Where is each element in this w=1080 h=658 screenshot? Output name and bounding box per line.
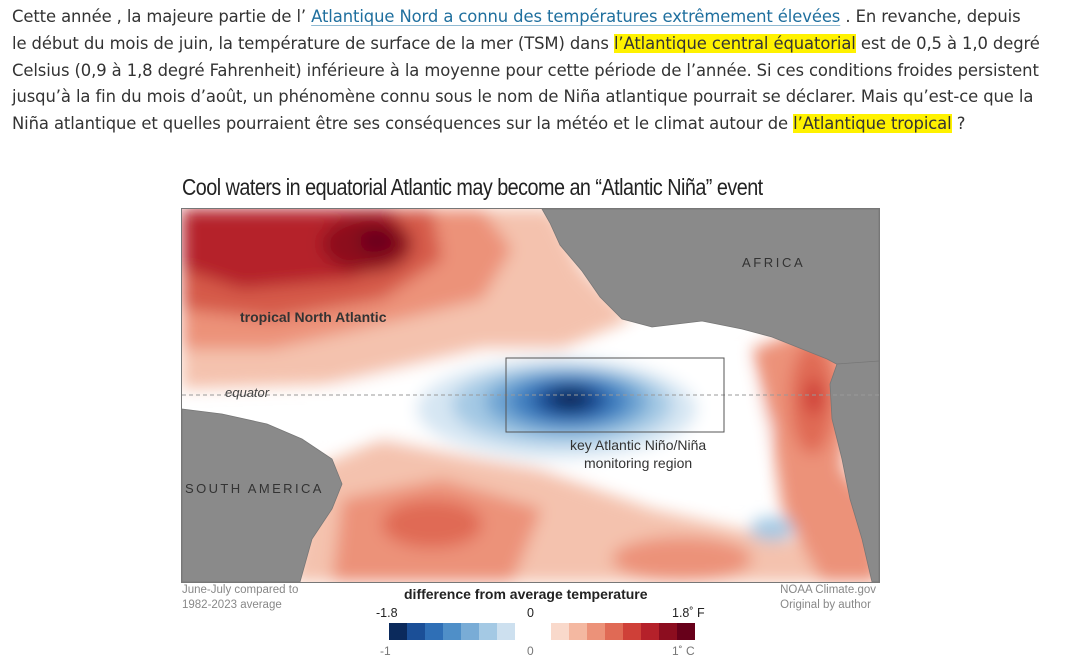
south-america-landmass <box>182 408 343 582</box>
label-monitoring-line-1: key Atlantic Niño/Niña <box>570 437 707 453</box>
legend-swatch <box>623 623 641 640</box>
anomaly-field <box>182 209 879 582</box>
paragraph-line-3: Celsius (0,9 à 1,8 degré Fahrenheit) inf… <box>12 60 1039 80</box>
text-segment: le début du mois de juin, la température… <box>12 33 614 53</box>
label-tropical-north-atlantic: tropical North Atlantic <box>240 309 387 325</box>
legend-f-max: 1.8˚ F <box>672 606 705 620</box>
legend-swatch <box>407 623 425 640</box>
text-segment: est de 0,5 à 1,0 degré <box>855 33 1040 53</box>
legend-swatch <box>659 623 677 640</box>
highlight-atlantique-tropical: l’Atlantique tropical <box>793 114 952 134</box>
legend-swatch <box>425 623 443 640</box>
legend-swatch <box>515 623 533 640</box>
sst-anomaly-map: tropical North Atlantic AFRICA SOUTH AME… <box>181 208 880 583</box>
sst-anomaly-figure: Cool waters in equatorial Atlantic may b… <box>180 172 880 658</box>
footnote-line: June-July compared to <box>182 584 299 596</box>
monitoring-region-box <box>505 357 725 433</box>
legend-swatch <box>551 623 569 640</box>
label-monitoring-region: key Atlantic Niño/Niña monitoring region <box>570 436 706 472</box>
text-segment: ? <box>951 114 966 134</box>
text-segment: Niña atlantique et quelles pourraient êt… <box>12 114 794 134</box>
paragraph-line-5: Niña atlantique et quelles pourraient êt… <box>12 111 1072 138</box>
legend-swatch <box>587 623 605 640</box>
legend-swatch <box>641 623 659 640</box>
legend-swatch <box>605 623 623 640</box>
highlight-atlantique-central: l’Atlantique central équatorial <box>613 33 856 53</box>
footnote-line: 1982-2023 average <box>182 599 282 611</box>
article-text: Cette année , la majeure partie de l’ At… <box>12 4 1072 138</box>
map-graphic <box>182 209 879 582</box>
label-africa: AFRICA <box>742 255 806 270</box>
legend-swatch <box>569 623 587 640</box>
link-atlantique-nord[interactable]: Atlantique Nord a connu des températures… <box>311 7 841 26</box>
paragraph-line-1: Cette année , la majeure partie de l’ At… <box>12 4 1072 31</box>
text-segment: . En revanche, depuis <box>840 7 1021 26</box>
label-monitoring-line-2: monitoring region <box>584 455 693 471</box>
legend-c-mid: 0 <box>527 644 534 658</box>
label-equator: equator <box>225 385 270 400</box>
credit-line: NOAA Climate.gov <box>780 584 876 596</box>
figure-credit: NOAA Climate.gov Original by author <box>780 583 876 613</box>
africa-west-coast <box>829 360 879 582</box>
legend-swatch <box>443 623 461 640</box>
legend-c-max: 1˚ C <box>672 644 695 658</box>
credit-line: Original by author <box>780 599 871 611</box>
legend-color-scale <box>389 623 695 640</box>
legend-f-min: -1.8 <box>376 606 398 620</box>
legend-swatch <box>389 623 407 640</box>
legend-swatch <box>479 623 497 640</box>
legend-f-mid: 0 <box>527 606 534 620</box>
legend-title: difference from average temperature <box>404 586 648 602</box>
legend-swatch <box>677 623 695 640</box>
legend-swatch <box>461 623 479 640</box>
paragraph-line-4: jusqu’à la fin du mois d’août, un phénom… <box>12 87 1034 107</box>
paragraph-line-2: le début du mois de juin, la température… <box>12 31 1072 58</box>
text-segment: Cette année , la majeure partie de l’ <box>12 7 312 26</box>
figure-footnote-period: June-July compared to 1982-2023 average <box>182 583 298 613</box>
legend-swatch <box>497 623 515 640</box>
label-south-america: SOUTH AMERICA <box>185 481 324 496</box>
legend-c-min: -1 <box>380 644 391 658</box>
figure-title: Cool waters in equatorial Atlantic may b… <box>182 174 763 200</box>
legend-swatch <box>533 623 551 640</box>
